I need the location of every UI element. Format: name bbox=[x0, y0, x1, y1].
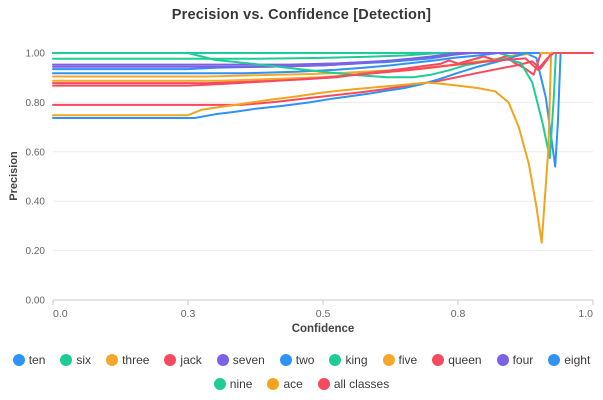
legend-dot-icon bbox=[106, 354, 119, 366]
series-line-ace bbox=[52, 52, 555, 244]
legend-label: king bbox=[345, 353, 368, 367]
legend-item-seven[interactable]: seven bbox=[216, 353, 265, 367]
legend-item-queen[interactable]: queen bbox=[432, 353, 482, 367]
legend-item-four[interactable]: four bbox=[496, 353, 534, 367]
legend-label: three bbox=[122, 353, 150, 367]
legend-item-ace[interactable]: ace bbox=[267, 377, 303, 391]
legend-label: nine bbox=[229, 377, 253, 391]
legend-dot-icon bbox=[548, 354, 561, 366]
legend-dot-icon bbox=[382, 354, 395, 366]
legend-item-all-classes[interactable]: all classes bbox=[317, 377, 390, 391]
legend-row: nine ace all classes bbox=[0, 373, 603, 395]
x-tick-label: 1.0 bbox=[578, 308, 593, 320]
legend-label: jack bbox=[180, 353, 202, 367]
legend-label: two bbox=[295, 353, 315, 367]
legend-item-eight[interactable]: eight bbox=[548, 354, 590, 366]
legend-item-three[interactable]: three bbox=[106, 354, 149, 366]
series-line-eight bbox=[52, 52, 540, 119]
y-tick-label: 0.60 bbox=[26, 147, 46, 158]
chart-title: Precision vs. Confidence [Detection] bbox=[171, 7, 432, 23]
legend-dot-icon bbox=[12, 354, 25, 366]
series-line-four bbox=[52, 52, 520, 68]
legend-label: queen bbox=[448, 353, 482, 367]
legend-dot-icon bbox=[60, 354, 73, 366]
legend-dot-icon bbox=[164, 354, 177, 366]
legend-label: ten bbox=[28, 353, 46, 367]
legend-dot-icon bbox=[216, 354, 229, 366]
legend-label: ace bbox=[283, 377, 303, 391]
chart-legend: ten six three jack seven two king five queen four… bbox=[0, 349, 603, 395]
legend-item-five[interactable]: five bbox=[382, 353, 418, 367]
legend-dot-icon bbox=[317, 378, 330, 390]
y-axis-title: Precision bbox=[8, 151, 20, 201]
y-tick-label: 0.20 bbox=[26, 246, 46, 257]
series-line-two bbox=[52, 52, 534, 75]
x-tick-label: 0.3 bbox=[181, 308, 196, 320]
legend-item-six[interactable]: six bbox=[60, 354, 91, 366]
legend-label: six bbox=[76, 353, 92, 367]
legend-item-king[interactable]: king bbox=[329, 353, 368, 367]
legend-dot-icon bbox=[432, 354, 445, 366]
x-tick-label: 0.0 bbox=[53, 308, 68, 320]
y-tick-label: 1.00 bbox=[26, 49, 46, 60]
legend-row: ten six three jack seven two king five queen four… bbox=[0, 349, 603, 371]
legend-item-two[interactable]: two bbox=[279, 353, 315, 367]
legend-label: four bbox=[512, 353, 534, 367]
legend-item-ten[interactable]: ten bbox=[12, 353, 46, 367]
legend-dot-icon bbox=[496, 354, 509, 366]
x-tick-label: 0.8 bbox=[451, 308, 466, 320]
legend-dot-icon bbox=[329, 354, 342, 366]
y-tick-label: 0.40 bbox=[26, 197, 46, 208]
legend-label: seven bbox=[232, 353, 265, 367]
legend-item-nine[interactable]: nine bbox=[213, 377, 253, 391]
x-tick-label: 0.5 bbox=[316, 308, 331, 320]
legend-label: five bbox=[398, 353, 418, 367]
plot-area: 0.00 0.20 0.40 0.60 0.80 1.00 0.0 0.3 0.5 0.8 1.0 bbox=[26, 49, 594, 320]
series-line-all-classes bbox=[52, 52, 594, 87]
x-axis-title: Confidence bbox=[291, 323, 355, 335]
legend-label: all classes bbox=[333, 377, 390, 391]
y-tick-label: 0.80 bbox=[26, 98, 46, 109]
legend-dot-icon bbox=[279, 354, 292, 366]
y-tick-label: 0.00 bbox=[26, 296, 46, 307]
legend-label: eight bbox=[564, 353, 591, 367]
legend-dot-icon bbox=[213, 378, 226, 390]
series-line-nine bbox=[52, 52, 559, 159]
legend-dot-icon bbox=[267, 378, 280, 390]
legend-item-jack[interactable]: jack bbox=[164, 353, 202, 367]
